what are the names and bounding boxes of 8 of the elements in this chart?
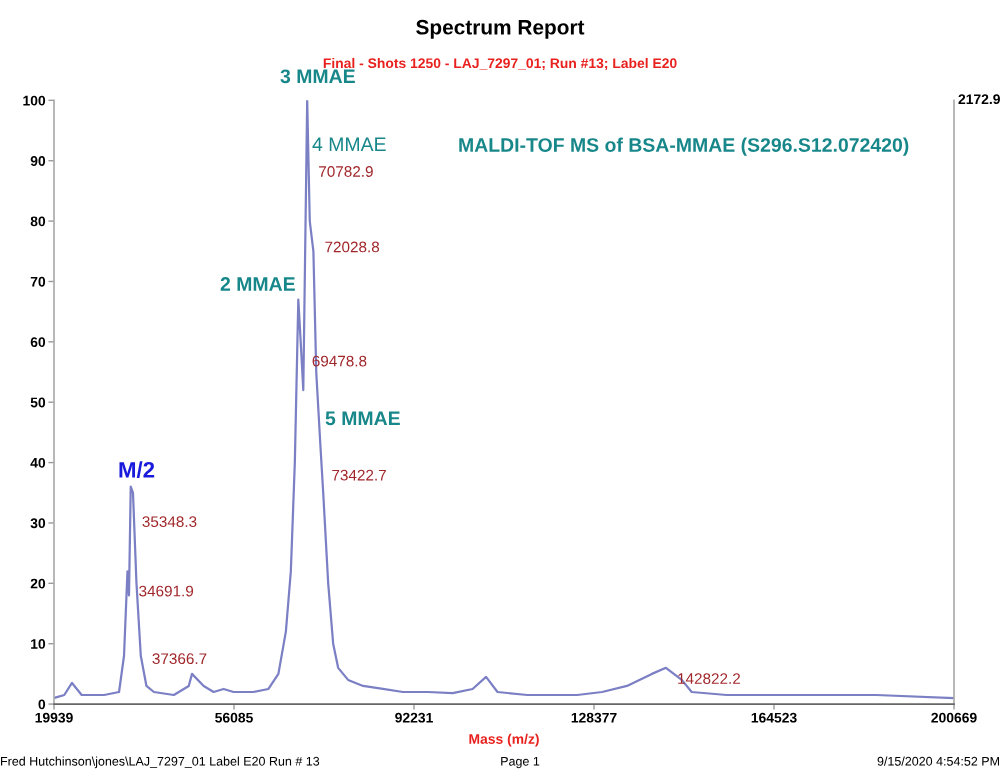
annotation: 4 MMAE [312,137,386,151]
line-series [54,100,954,700]
text: 3 MMAE [280,69,355,84]
annotation: 2 MMAE [220,277,295,291]
annotation: M/2 [119,461,155,478]
chart-title: Spectrum Report [416,19,585,39]
annotation: 5 MMAE [325,411,400,426]
annotation: MALDI-TOF MS of BSA-MMAE (S296.S12.072420) [459,137,909,156]
